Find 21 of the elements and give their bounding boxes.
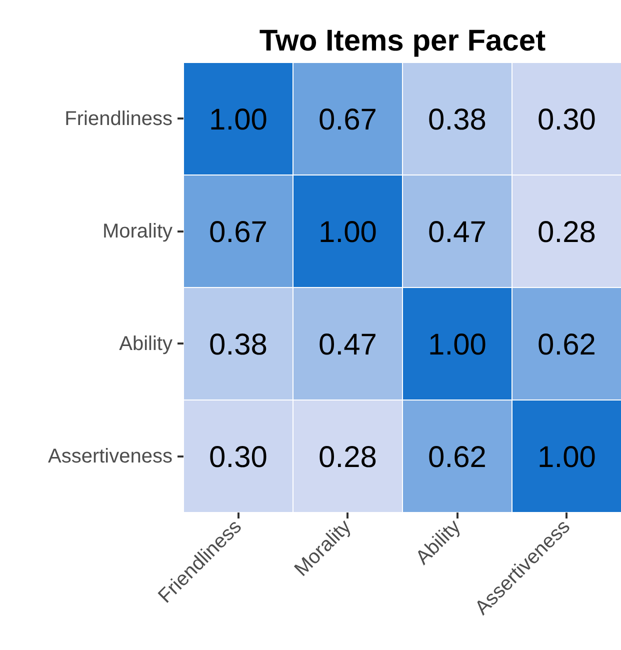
y-tick-label: Morality — [102, 220, 173, 242]
data-label: 1.00 — [538, 440, 596, 474]
data-label: 0.47 — [428, 216, 486, 249]
data-label: 0.62 — [428, 440, 486, 474]
data-label: 0.67 — [318, 103, 377, 136]
data-label: 0.62 — [538, 328, 596, 362]
data-label: 1.00 — [318, 216, 377, 249]
data-label: 0.28 — [318, 440, 377, 474]
data-label: 1.00 — [428, 328, 486, 362]
y-tick-label: Friendliness — [64, 108, 173, 130]
data-label: 0.30 — [209, 440, 268, 474]
chart-title: Two Items per Facet — [259, 24, 546, 58]
data-label: 0.38 — [209, 328, 268, 362]
data-label: 0.38 — [428, 103, 486, 136]
data-label: 0.47 — [318, 328, 377, 362]
data-label: 0.28 — [538, 216, 596, 249]
data-label: 1.00 — [209, 103, 268, 136]
y-tick-label: Assertiveness — [48, 445, 173, 468]
y-tick-label: Ability — [119, 332, 173, 355]
data-label: 0.30 — [538, 103, 596, 136]
data-label: 0.67 — [209, 216, 268, 249]
